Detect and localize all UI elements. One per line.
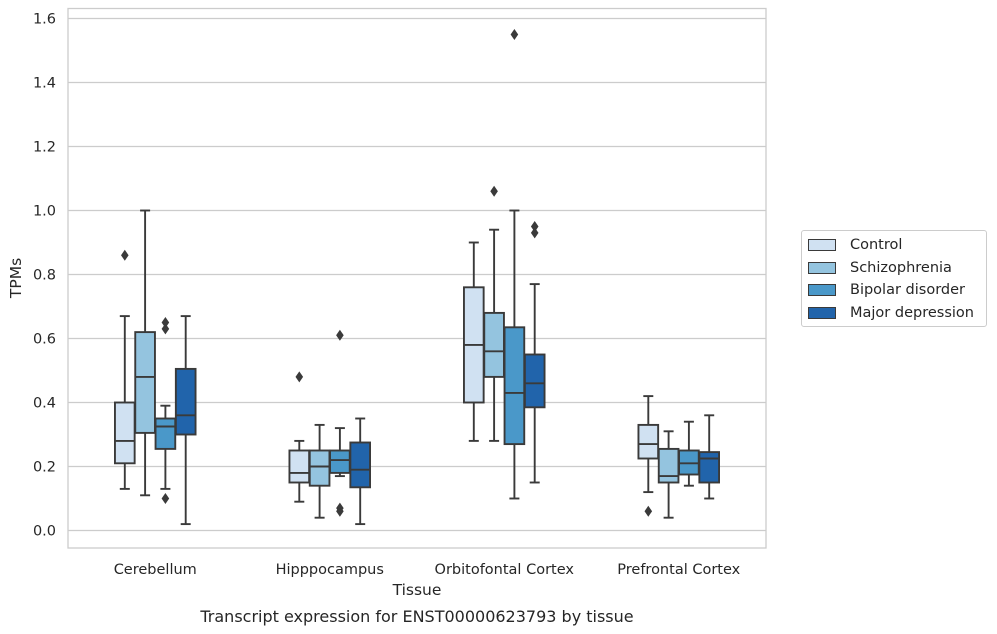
y-tick-label: 1.4 [33,76,56,92]
y-tick-label: 1.6 [33,12,56,28]
box-iqr [288,449,311,484]
outlier-point [161,317,170,328]
box-schizophrenia [483,185,505,442]
x-tick-label: Cerebellum [114,562,197,578]
legend-swatch [808,261,836,274]
box-schizophrenia [134,209,156,497]
y-tick-label: 1.2 [33,140,56,156]
legend-label: Control [850,237,903,254]
y-tick-label: 1.0 [33,204,56,220]
box-schizophrenia [308,423,331,519]
box-control [113,249,136,490]
outlier-point [510,29,519,40]
outlier-point [121,249,129,261]
box-schizophrenia [657,430,680,519]
legend-swatch [808,306,836,319]
box-iqr [154,417,177,450]
box-control [463,241,485,442]
outlier-point [336,502,344,514]
outlier-point [295,371,304,383]
legend-item: Schizophrenia [802,257,986,280]
legend-swatch [808,239,836,252]
box-control [288,371,311,503]
box-major-depression [698,414,720,500]
box-iqr [329,449,351,474]
box-bipolar-disorder [154,317,177,504]
box-iqr [134,331,156,434]
box-iqr [349,441,372,489]
box-control [637,395,660,517]
plot-area-frame [67,7,767,549]
box-groups [113,29,720,526]
x-tick-label: Hipppocampus [276,562,384,578]
legend-item: Bipolar disorder [802,279,986,302]
outlier-point [644,505,653,517]
y-tick-label: 0.8 [33,268,56,284]
legend: Control Schizophrenia Bipolar disorder Majo… [801,230,987,327]
x-axis-ticks: Cerebellum Hipppocampus Orbitofontal Corte… [114,562,741,578]
box-iqr [483,311,505,378]
y-tick-label: 0.2 [33,460,56,476]
box-major-depression [349,417,372,526]
y-tick-label: 0.0 [33,524,56,540]
legend-item: Control [802,234,986,257]
x-axis-label: Tissue [392,581,442,599]
legend-label: Bipolar disorder [850,282,965,299]
legend-label: Schizophrenia [850,259,952,276]
box-iqr [174,367,197,436]
y-tick-label: 0.4 [33,396,56,412]
x-tick-label: Orbitofontal Cortex [435,562,575,578]
legend-item: Major depression [802,302,986,325]
box-iqr [503,326,526,446]
box-iqr [637,423,660,460]
outlier-point [490,185,498,197]
outlier-point [530,221,539,232]
outlier-point [336,329,344,341]
x-tick-label: Prefrontal Cortex [617,562,740,578]
legend-label: Major depression [850,304,974,321]
box-bipolar-disorder [678,420,700,487]
legend-swatch [808,284,836,297]
box-iqr [113,401,136,465]
box-bipolar-disorder [503,29,526,500]
box-iqr [698,451,720,484]
y-tick-label: 0.6 [33,332,56,348]
box-iqr [657,447,680,484]
box-major-depression [523,221,546,484]
box-iqr [523,353,546,409]
outlier-point [530,227,539,239]
outlier-point [161,493,170,504]
box-major-depression [174,315,197,526]
box-bipolar-disorder [329,329,351,517]
outlier-point [161,323,170,335]
y-axis-label: TPMs [7,258,25,299]
box-iqr [308,449,331,487]
y-axis-ticks: 0.0 0.2 0.4 0.6 0.8 1.0 1.2 1.4 1.6 [33,12,56,540]
chart-title: Transcript expression for ENST0000062379… [199,607,633,626]
